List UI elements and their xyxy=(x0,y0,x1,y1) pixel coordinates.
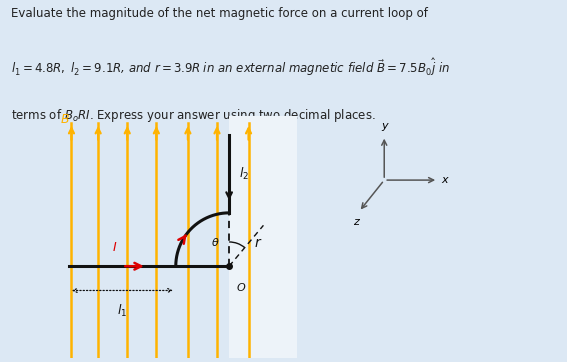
Text: $y$: $y$ xyxy=(382,121,390,132)
Text: terms of $B_oRI$. Express your answer using two decimal places.: terms of $B_oRI$. Express your answer us… xyxy=(11,107,376,124)
Text: $O$: $O$ xyxy=(236,281,247,293)
Text: $l_2$: $l_2$ xyxy=(239,166,249,182)
Text: $l_1$: $l_1$ xyxy=(117,303,128,319)
Text: $\theta$: $\theta$ xyxy=(211,236,220,248)
Text: Evaluate the magnitude of the net magnetic force on a current loop of: Evaluate the magnitude of the net magnet… xyxy=(11,7,428,20)
Bar xyxy=(229,116,297,358)
Text: $z$: $z$ xyxy=(353,216,361,227)
Text: $r$: $r$ xyxy=(253,236,262,251)
Text: $l_1 = 4.8R,\ l_2 = 9.1R$, and $r = 3.9R$ in an external magnetic field $\vec{B}: $l_1 = 4.8R,\ l_2 = 9.1R$, and $r = 3.9R… xyxy=(11,56,450,78)
Text: $B$: $B$ xyxy=(61,113,70,126)
Text: $x$: $x$ xyxy=(441,175,450,185)
Text: $I$: $I$ xyxy=(112,241,118,254)
